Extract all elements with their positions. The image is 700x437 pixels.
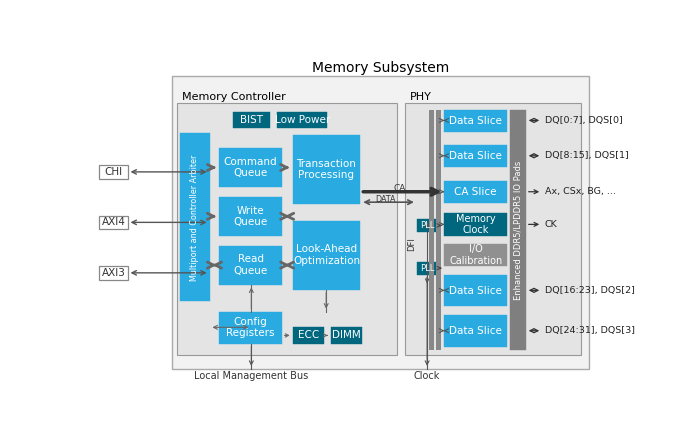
Text: PHY: PHY <box>410 92 432 102</box>
FancyBboxPatch shape <box>444 213 507 236</box>
FancyBboxPatch shape <box>99 215 127 229</box>
FancyBboxPatch shape <box>444 181 507 203</box>
Text: ECC: ECC <box>298 330 319 340</box>
FancyBboxPatch shape <box>510 110 526 350</box>
FancyBboxPatch shape <box>172 76 589 369</box>
Text: PLL: PLL <box>420 221 434 230</box>
Text: Read
Queue: Read Queue <box>233 254 267 276</box>
Text: DFI: DFI <box>407 237 416 251</box>
Text: CA Slice: CA Slice <box>454 187 497 197</box>
Text: Memory Subsystem: Memory Subsystem <box>312 61 449 75</box>
FancyBboxPatch shape <box>436 110 441 350</box>
Text: CA: CA <box>393 184 405 193</box>
Text: Look-Ahead
Optimization: Look-Ahead Optimization <box>293 244 360 266</box>
FancyBboxPatch shape <box>405 103 581 355</box>
FancyBboxPatch shape <box>444 145 507 167</box>
FancyBboxPatch shape <box>429 110 433 350</box>
Text: Data Slice: Data Slice <box>449 326 502 336</box>
Text: Local Management Bus: Local Management Bus <box>194 371 309 381</box>
FancyBboxPatch shape <box>330 327 362 343</box>
FancyBboxPatch shape <box>219 197 281 236</box>
FancyBboxPatch shape <box>99 165 127 179</box>
Text: Command
Queue: Command Queue <box>224 157 277 178</box>
Text: Data Slice: Data Slice <box>449 285 502 295</box>
FancyBboxPatch shape <box>177 103 397 355</box>
FancyBboxPatch shape <box>219 246 281 284</box>
Text: Transaction
Processing: Transaction Processing <box>297 159 356 180</box>
Text: Memory
Clock: Memory Clock <box>456 214 496 235</box>
FancyBboxPatch shape <box>444 110 507 132</box>
FancyBboxPatch shape <box>219 148 281 187</box>
FancyBboxPatch shape <box>219 312 281 343</box>
Text: Clock: Clock <box>414 371 440 381</box>
Text: DQ[8:15], DQS[1]: DQ[8:15], DQS[1] <box>545 151 629 160</box>
FancyBboxPatch shape <box>444 274 507 306</box>
Text: Config
Registers: Config Registers <box>226 317 275 338</box>
Text: Write
Queue: Write Queue <box>233 206 267 227</box>
FancyBboxPatch shape <box>444 244 507 266</box>
Text: AXI4: AXI4 <box>102 217 125 227</box>
FancyBboxPatch shape <box>444 315 507 347</box>
Text: DQ[0:7], DQS[0]: DQ[0:7], DQS[0] <box>545 116 622 125</box>
Text: Multiport and Controller Arbiter: Multiport and Controller Arbiter <box>190 154 199 281</box>
Text: BIST: BIST <box>240 115 262 125</box>
FancyBboxPatch shape <box>180 133 209 302</box>
Text: DQ[16:23], DQS[2]: DQ[16:23], DQS[2] <box>545 286 635 295</box>
Text: Data Slice: Data Slice <box>449 151 502 161</box>
Text: PLL: PLL <box>420 264 434 273</box>
Text: Memory Controller: Memory Controller <box>183 92 286 102</box>
Text: DIMM: DIMM <box>332 330 361 340</box>
FancyBboxPatch shape <box>277 112 328 128</box>
Text: Data Slice: Data Slice <box>449 115 502 125</box>
Text: AXI3: AXI3 <box>102 268 125 278</box>
FancyBboxPatch shape <box>293 221 360 290</box>
FancyBboxPatch shape <box>293 327 324 343</box>
FancyBboxPatch shape <box>416 219 438 232</box>
FancyBboxPatch shape <box>416 262 438 274</box>
Text: Enhanced DDR5/LPDDR5 IO Pads: Enhanced DDR5/LPDDR5 IO Pads <box>513 160 522 299</box>
FancyBboxPatch shape <box>233 112 270 128</box>
FancyBboxPatch shape <box>99 266 127 280</box>
Text: DQ[24:31], DQS[3]: DQ[24:31], DQS[3] <box>545 326 635 335</box>
Text: DATA: DATA <box>376 195 396 204</box>
FancyBboxPatch shape <box>293 135 360 204</box>
Text: Low Power: Low Power <box>274 115 330 125</box>
Text: Ax, CSx, BG, ...: Ax, CSx, BG, ... <box>545 187 616 196</box>
Text: CK: CK <box>545 220 558 229</box>
Text: I/O
Calibration: I/O Calibration <box>449 244 503 266</box>
Text: CHI: CHI <box>104 167 122 177</box>
